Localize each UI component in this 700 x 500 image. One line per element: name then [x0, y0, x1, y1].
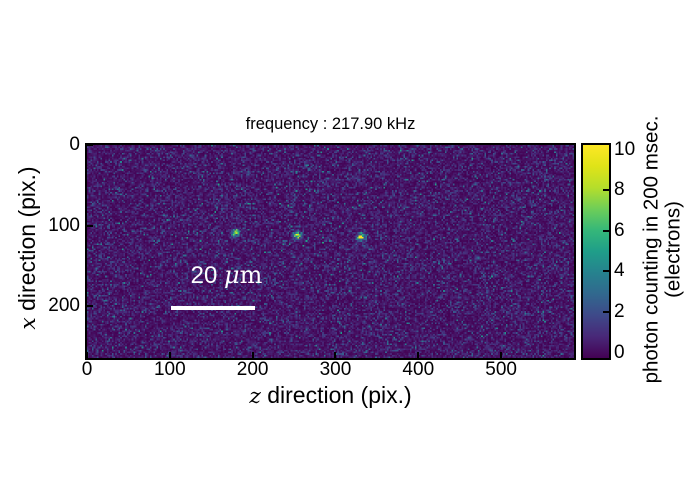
scalebar-label: 20 μm: [166, 262, 287, 289]
scalebar-line: [171, 306, 256, 310]
x-tick-mark: [87, 352, 88, 358]
y-axis-label-math: x: [16, 317, 41, 330]
x-tick-label: 300: [319, 359, 352, 380]
colorbar-tick-label: 10: [614, 138, 636, 160]
x-tick-label: 200: [236, 359, 269, 380]
y-tick-label: 200: [48, 295, 80, 317]
y-tick-label: 0: [69, 134, 80, 155]
heatmap-canvas: [87, 145, 574, 358]
colorbar-tick-label: 8: [614, 179, 625, 201]
colorbar-tick-label: 6: [614, 219, 625, 241]
colorbar-label-line2: (electrons): [661, 201, 684, 298]
colorbar-tick-mark: [603, 270, 609, 273]
y-axis-label-text: direction (pix.): [14, 166, 40, 318]
heatmap-plot: 20 μm: [85, 143, 576, 360]
y-axis-label: x direction (pix.): [14, 78, 42, 418]
colorbar-tick-label: 2: [614, 300, 625, 322]
colorbar-tick-mark: [603, 310, 609, 313]
x-tick-label: 500: [485, 359, 517, 380]
colorbar-label-line1: photon counting in 200 msec.: [639, 115, 663, 384]
x-axis-label-text: direction (pix.): [260, 382, 412, 408]
y-tick-label: 100: [48, 214, 80, 236]
y-tick-mark: [87, 305, 93, 308]
x-tick-label: 400: [402, 359, 435, 380]
y-tick-mark: [87, 145, 93, 146]
x-axis-label-math: z: [249, 384, 261, 409]
colorbar-gradient: [583, 145, 609, 358]
colorbar-tick-label: 4: [614, 260, 625, 282]
y-tick-mark: [87, 224, 93, 227]
x-tick-mark: [168, 352, 171, 358]
x-tick-mark: [500, 352, 503, 358]
colorbar: [581, 143, 611, 360]
x-axis-label: z direction (pix.): [87, 382, 574, 410]
x-tick-mark: [334, 352, 337, 358]
colorbar-label: photon counting in 200 msec. (electrons): [639, 80, 685, 420]
colorbar-tick-mark: [603, 229, 609, 232]
colorbar-tick-label: 0: [614, 341, 625, 363]
x-tick-label: 100: [153, 359, 186, 380]
scalebar-value: 20: [190, 262, 218, 289]
colorbar-tick-mark: [603, 189, 609, 192]
scalebar-unit: m: [239, 261, 263, 289]
x-tick-label: 0: [81, 359, 93, 380]
x-tick-mark: [417, 352, 420, 358]
mu-symbol: μ: [224, 261, 240, 289]
plot-title: frequency : 217.90 kHz: [245, 115, 416, 133]
x-tick-mark: [251, 352, 254, 358]
